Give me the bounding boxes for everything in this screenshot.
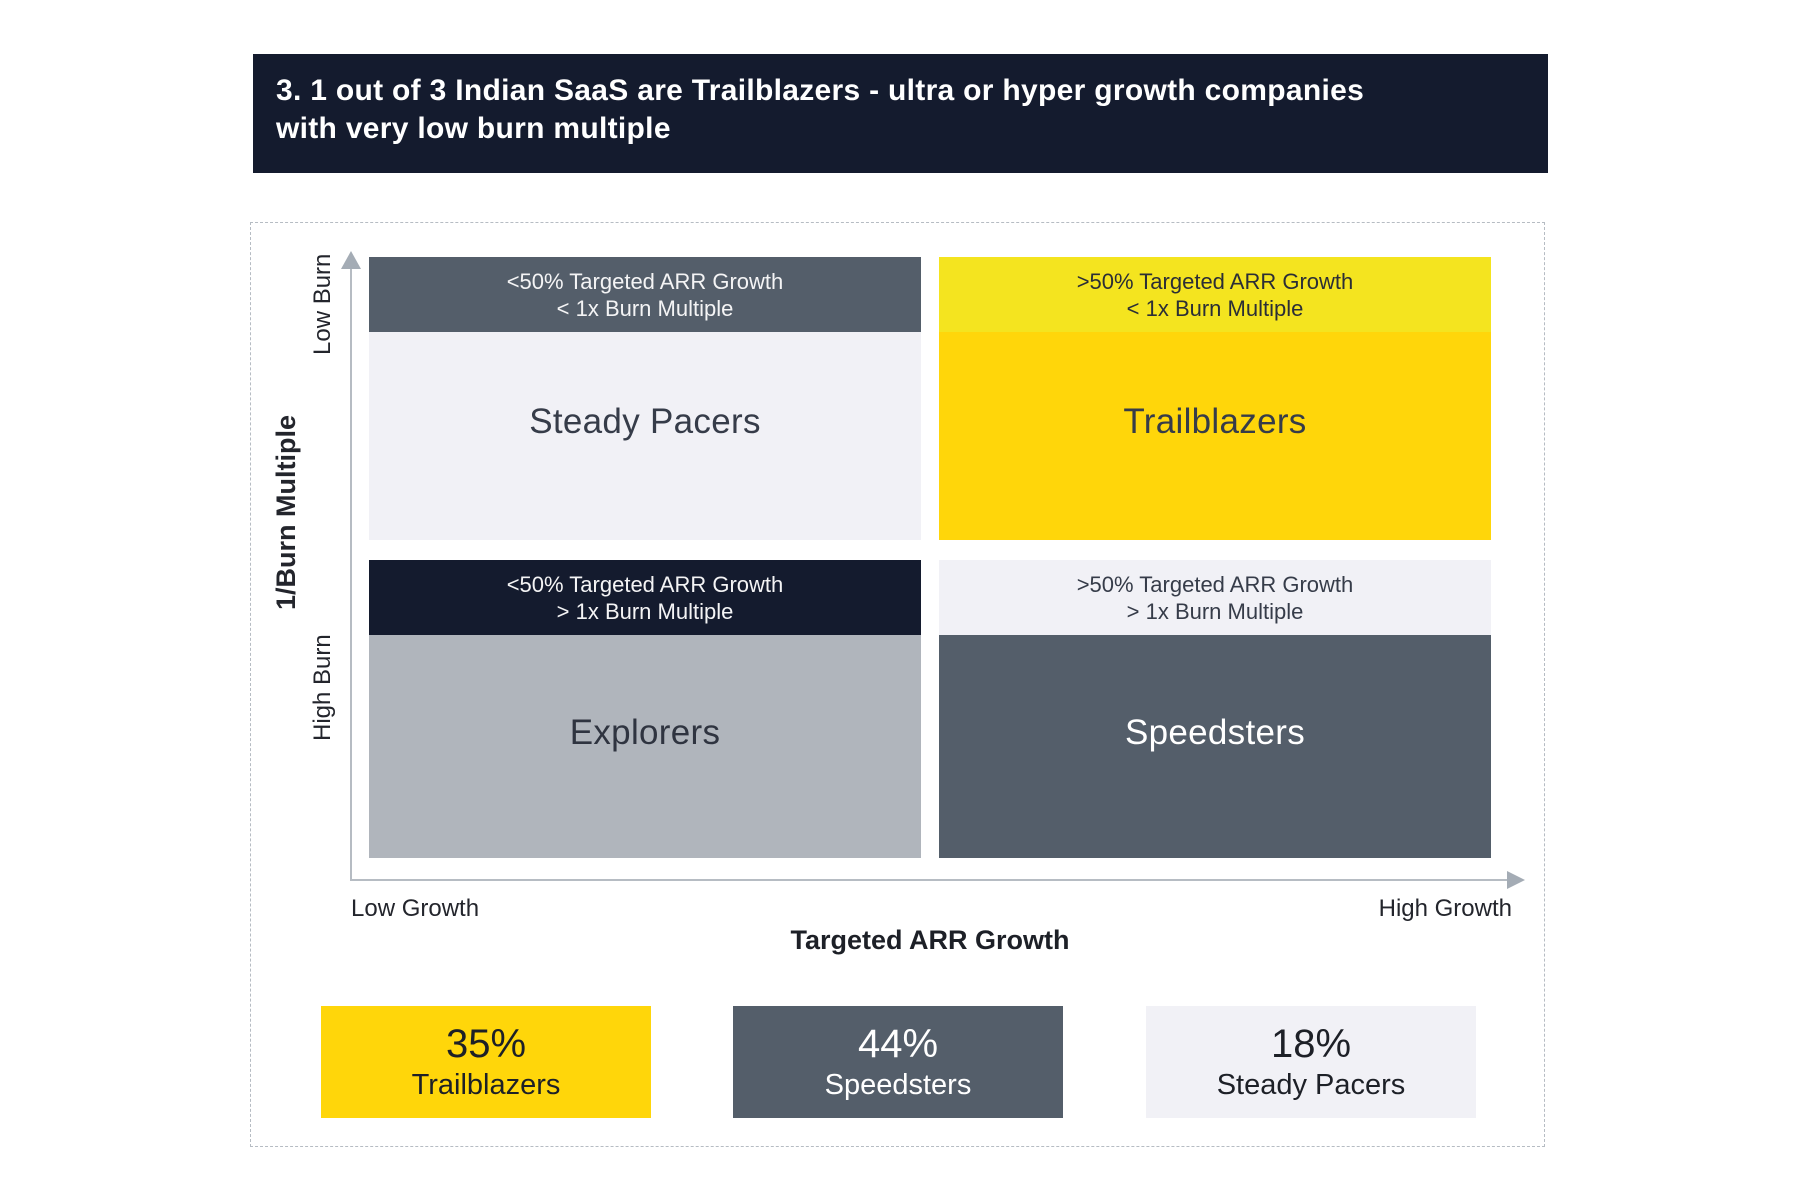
condition-line2: > 1x Burn Multiple xyxy=(1126,598,1304,624)
x-axis-title: Targeted ARR Growth xyxy=(790,925,1070,955)
quadrant-speedsters-body: Speedsters xyxy=(939,635,1491,858)
condition-line1: <50% Targeted ARR Growth xyxy=(506,268,784,294)
quadrant-explorers: <50% Targeted ARR Growth > 1x Burn Multi… xyxy=(369,560,921,858)
y-axis-line xyxy=(350,269,352,881)
condition-line1: <50% Targeted ARR Growth xyxy=(506,571,784,597)
page-title-line2: with very low burn multiple xyxy=(276,112,671,145)
quadrant-explorers-condition: <50% Targeted ARR Growth > 1x Burn Multi… xyxy=(369,560,921,635)
quadrant-name-label: Trailblazers xyxy=(1123,402,1307,441)
stat-card-steady-pacers: 18% Steady Pacers xyxy=(1146,1006,1476,1118)
x-axis-line xyxy=(351,879,1509,881)
quadrant-trailblazers-body: Trailblazers xyxy=(939,332,1491,540)
page-title-line1: 3. 1 out of 3 Indian SaaS are Trailblaze… xyxy=(276,74,1365,107)
quadrant-explorers-body: Explorers xyxy=(369,635,921,858)
stat-label: Steady Pacers xyxy=(1216,1069,1406,1101)
condition-line1: >50% Targeted ARR Growth xyxy=(1076,268,1354,294)
chart-canvas: Low Burn 1/Burn Multiple High Burn <50% … xyxy=(250,222,1545,1147)
quadrant-speedsters-condition: >50% Targeted ARR Growth > 1x Burn Multi… xyxy=(939,560,1491,635)
title-banner: 3. 1 out of 3 Indian SaaS are Trailblaze… xyxy=(253,54,1548,173)
condition-line2: < 1x Burn Multiple xyxy=(1126,295,1304,321)
stat-value: 44% xyxy=(857,1022,939,1066)
condition-line1: >50% Targeted ARR Growth xyxy=(1076,571,1354,597)
quadrant-steady-pacers-condition: <50% Targeted ARR Growth < 1x Burn Multi… xyxy=(369,257,921,332)
condition-line2: > 1x Burn Multiple xyxy=(556,598,734,624)
quadrant-trailblazers: >50% Targeted ARR Growth < 1x Burn Multi… xyxy=(939,257,1491,540)
x-axis-arrowhead-icon xyxy=(1507,871,1525,889)
quadrant-steady-pacers: <50% Targeted ARR Growth < 1x Burn Multi… xyxy=(369,257,921,540)
quadrant-name-label: Speedsters xyxy=(1124,712,1306,752)
quadrant-speedsters: >50% Targeted ARR Growth > 1x Burn Multi… xyxy=(939,560,1491,858)
y-axis-arrowhead-icon xyxy=(341,251,361,269)
stat-card-trailblazers: 35% Trailblazers xyxy=(321,1006,651,1118)
x-axis-max-label: High Growth xyxy=(1378,895,1512,922)
y-axis-title: 1/Burn Multiple xyxy=(271,415,301,611)
stat-label: Trailblazers xyxy=(411,1069,561,1101)
x-axis-min-label: Low Growth xyxy=(351,895,480,922)
quadrant-name-label: Steady Pacers xyxy=(529,402,761,441)
quadrant-steady-pacers-body: Steady Pacers xyxy=(369,332,921,540)
stat-value: 18% xyxy=(1270,1022,1352,1066)
stat-card-speedsters: 44% Speedsters xyxy=(733,1006,1063,1118)
quadrant-grid: <50% Targeted ARR Growth < 1x Burn Multi… xyxy=(369,257,1491,858)
y-axis-max-label: Low Burn xyxy=(309,253,336,355)
y-axis-min-label: High Burn xyxy=(309,634,336,742)
quadrant-trailblazers-condition: >50% Targeted ARR Growth < 1x Burn Multi… xyxy=(939,257,1491,332)
stat-label: Speedsters xyxy=(824,1069,972,1101)
stat-value: 35% xyxy=(445,1022,527,1066)
condition-line2: < 1x Burn Multiple xyxy=(556,295,734,321)
quadrant-name-label: Explorers xyxy=(569,712,721,752)
